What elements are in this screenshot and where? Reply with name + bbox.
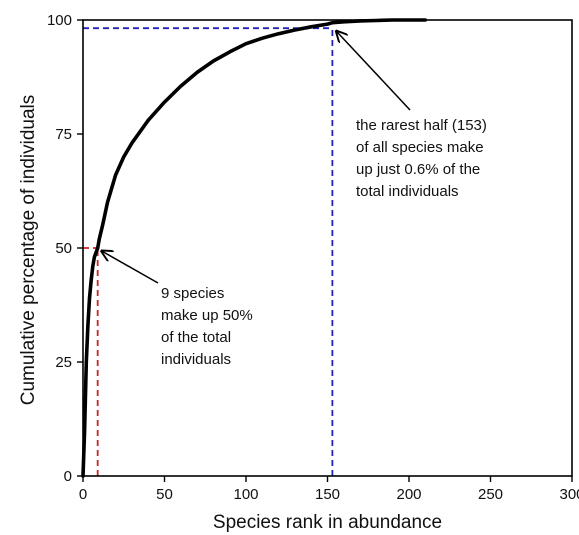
- plot-frame: [82, 19, 573, 477]
- annotation-line: 9 species: [161, 285, 224, 302]
- annotation-line: total individuals: [356, 183, 459, 200]
- y-tick-label: 0: [64, 468, 72, 485]
- x-tick-label: 150: [315, 486, 340, 503]
- x-axis-title: Species rank in abundance: [213, 512, 442, 533]
- reference-lines-group: [83, 27, 334, 476]
- x-tick-label: 200: [396, 486, 421, 503]
- cumulative-curve: [81, 18, 428, 478]
- x-tick-label: 100: [233, 486, 258, 503]
- x-tick-label: 300: [559, 486, 579, 503]
- x-tick-label: 250: [478, 486, 503, 503]
- y-tick-label: 100: [47, 12, 72, 29]
- x-tick-label: 50: [156, 486, 173, 503]
- annotation-line: the rarest half (153): [356, 117, 487, 134]
- annotation-line: up just 0.6% of the: [356, 161, 480, 178]
- x-tick-label: 0: [79, 486, 87, 503]
- annotation-arrow: [102, 251, 159, 284]
- annotation-line: make up 50%: [161, 307, 253, 324]
- y-tick-label: 50: [55, 240, 72, 257]
- y-tick-label: 25: [55, 354, 72, 371]
- annotation-text: 9 species make up 50% of the total individu…: [161, 285, 253, 368]
- y-axis-title: Cumulative percentage of individuals: [18, 95, 39, 406]
- y-axis: 0 25 50 75 100: [47, 12, 83, 485]
- annotation-line: of all species make: [356, 139, 484, 156]
- annotation-line: individuals: [161, 351, 231, 368]
- annotations-group: the rarest half (153) of all species make…: [102, 31, 487, 368]
- y-tick-label: 75: [55, 126, 72, 143]
- annotation-line: of the total: [161, 329, 231, 346]
- annotation-text: the rarest half (153) of all species make…: [356, 117, 487, 200]
- x-axis: 0 50 100 150 200 250 300: [79, 476, 579, 503]
- annotation-arrow: [336, 31, 411, 111]
